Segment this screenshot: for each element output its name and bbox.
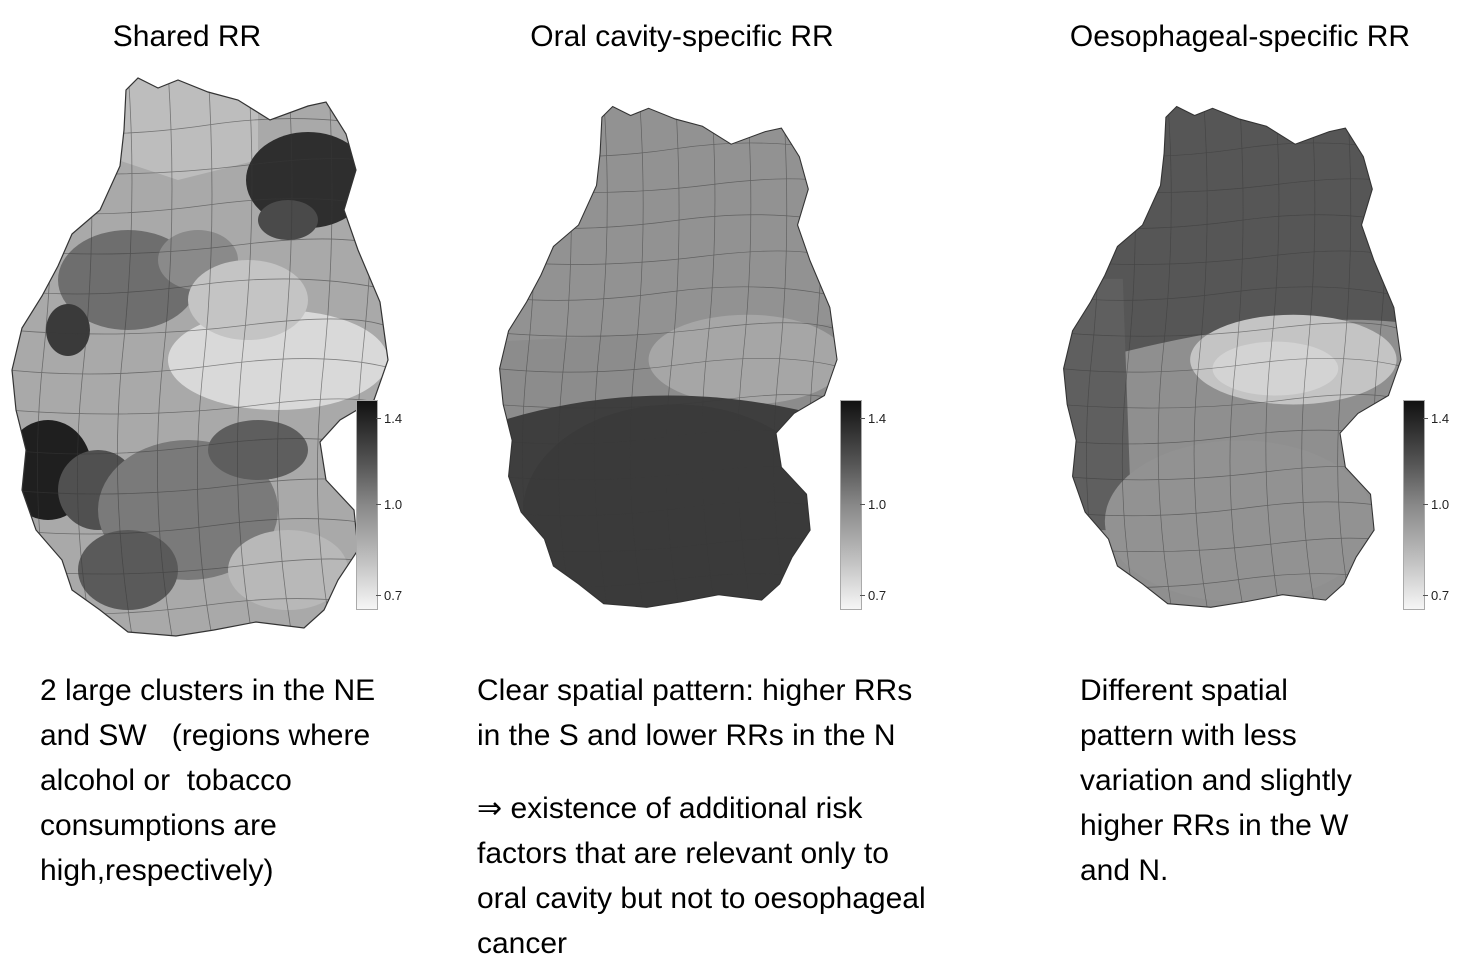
legend-tick: [860, 595, 865, 596]
legend-label-mid: 1.0: [1431, 497, 1450, 512]
germany-map: [11, 77, 389, 637]
legend-tick: [376, 418, 381, 419]
caption-line: variation and slightly: [1080, 764, 1352, 797]
panel-oral-cavity-rr: Oral cavity-specific RR: [470, 0, 990, 976]
map-shared-rr: [8, 70, 398, 642]
legend-tick: [860, 504, 865, 505]
caption-line: 2 large clusters in the NE: [40, 674, 376, 707]
legend-tick: [1423, 595, 1428, 596]
legend-label-min: 0.7: [868, 588, 887, 603]
legend-label-mid: 1.0: [868, 497, 887, 512]
legend-gradient-bar: [356, 400, 378, 610]
legend-label-min: 0.7: [1431, 588, 1450, 603]
panel-shared-rr: Shared RR: [0, 0, 470, 976]
panel-caption: Clear spatial pattern: higher RRs in the…: [477, 668, 926, 966]
caption-line: consumptions are: [40, 809, 277, 842]
legend-label-max: 1.4: [1431, 411, 1450, 426]
caption-line: ⇒ existence of additional risk: [477, 792, 863, 825]
panel-title: Oral cavity-specific RR: [530, 20, 834, 53]
caption-line: and SW (regions where: [40, 719, 371, 752]
caption-line: factors that are relevant only to: [477, 837, 889, 870]
caption-line: pattern with less: [1080, 719, 1297, 752]
legend-tick: [1423, 504, 1428, 505]
legend-tick: [1423, 418, 1428, 419]
legend-label-max: 1.4: [868, 411, 887, 426]
map-oral-cavity-rr: [496, 70, 846, 642]
caption-spacer: [477, 758, 926, 786]
legend-tick: [376, 595, 381, 596]
caption-line: and N.: [1080, 854, 1169, 887]
panel-title: Oesophageal-specific RR: [1069, 20, 1411, 53]
legend-label-mid: 1.0: [384, 497, 403, 512]
caption-line: in the S and lower RRs in the N: [477, 719, 896, 752]
panel-oesophageal-rr: Oesophageal-specific RR: [990, 0, 1478, 976]
panel-caption: 2 large clusters in the NE and SW (regio…: [40, 668, 375, 893]
panel-title: Shared RR: [112, 20, 262, 53]
germany-map: [499, 105, 838, 608]
legend-label-min: 0.7: [384, 588, 403, 603]
legend-tick: [860, 418, 865, 419]
caption-line: oral cavity but not to oesophageal: [477, 882, 926, 915]
panel-caption: Different spatial pattern with less vari…: [1080, 668, 1352, 893]
legend-gradient-bar: [1403, 400, 1425, 610]
legend-gradient-bar: [840, 400, 862, 610]
caption-line: higher RRs in the W: [1080, 809, 1349, 842]
caption-line: high,respectively): [40, 854, 274, 887]
caption-line: alcohol or tobacco: [40, 764, 292, 797]
caption-line: cancer: [477, 927, 568, 960]
map-oesophageal-rr: [1060, 70, 1410, 642]
legend-label-max: 1.4: [384, 411, 403, 426]
legend-tick: [376, 504, 381, 505]
caption-line: Different spatial: [1080, 674, 1288, 707]
caption-line: Clear spatial pattern: higher RRs: [477, 674, 913, 707]
germany-map: [1063, 105, 1402, 608]
